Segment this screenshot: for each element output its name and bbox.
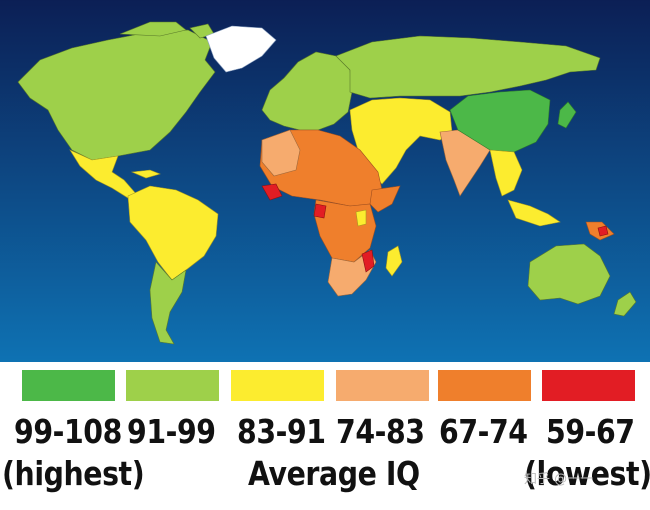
watermark: 知乎 @一一	[524, 472, 594, 487]
legend-caption: Average IQ	[248, 454, 420, 493]
region-horn-of-africa	[369, 185, 401, 213]
region-east-africa-yellow	[355, 209, 367, 227]
region-southeast-asia	[489, 149, 561, 227]
legend-swatch-59-67	[542, 370, 635, 401]
legend-label-99-108: 99-108	[14, 412, 122, 451]
region-new-zealand	[613, 291, 637, 317]
legend-label-59-67: 59-67	[546, 412, 635, 451]
legend: 99-108 91-99 83-91 74-83 67-74 59-67 (hi…	[0, 362, 650, 510]
region-northwest-africa	[261, 129, 301, 177]
region-madagascar	[385, 245, 403, 277]
legend-label-83-91: 83-91	[237, 412, 326, 451]
region-south-america-south	[149, 261, 187, 345]
legend-label-74-83: 74-83	[336, 412, 425, 451]
lowest-note: (lowest)	[524, 454, 650, 493]
region-mozambique-red	[361, 249, 375, 273]
highest-note: (highest)	[2, 454, 145, 493]
region-south-america-north	[127, 185, 219, 281]
legend-swatch-91-99	[126, 370, 219, 401]
legend-swatch-83-91	[231, 370, 324, 401]
legend-swatch-67-74	[438, 370, 531, 401]
legend-swatch-74-83	[336, 370, 429, 401]
region-caribbean	[130, 169, 161, 179]
legend-label-67-74: 67-74	[439, 412, 528, 451]
region-central-africa-red	[313, 203, 327, 219]
region-greenland	[205, 25, 277, 73]
region-russia	[335, 35, 601, 99]
region-australia	[527, 243, 611, 305]
legend-label-91-99: 91-99	[127, 412, 216, 451]
region-west-africa-red	[261, 183, 283, 201]
legend-swatch-99-108	[22, 370, 115, 401]
region-east-asia	[449, 89, 551, 153]
world-map	[0, 0, 650, 362]
region-japan	[557, 101, 577, 129]
region-papua-red	[597, 225, 609, 237]
region-north-america	[17, 29, 216, 161]
